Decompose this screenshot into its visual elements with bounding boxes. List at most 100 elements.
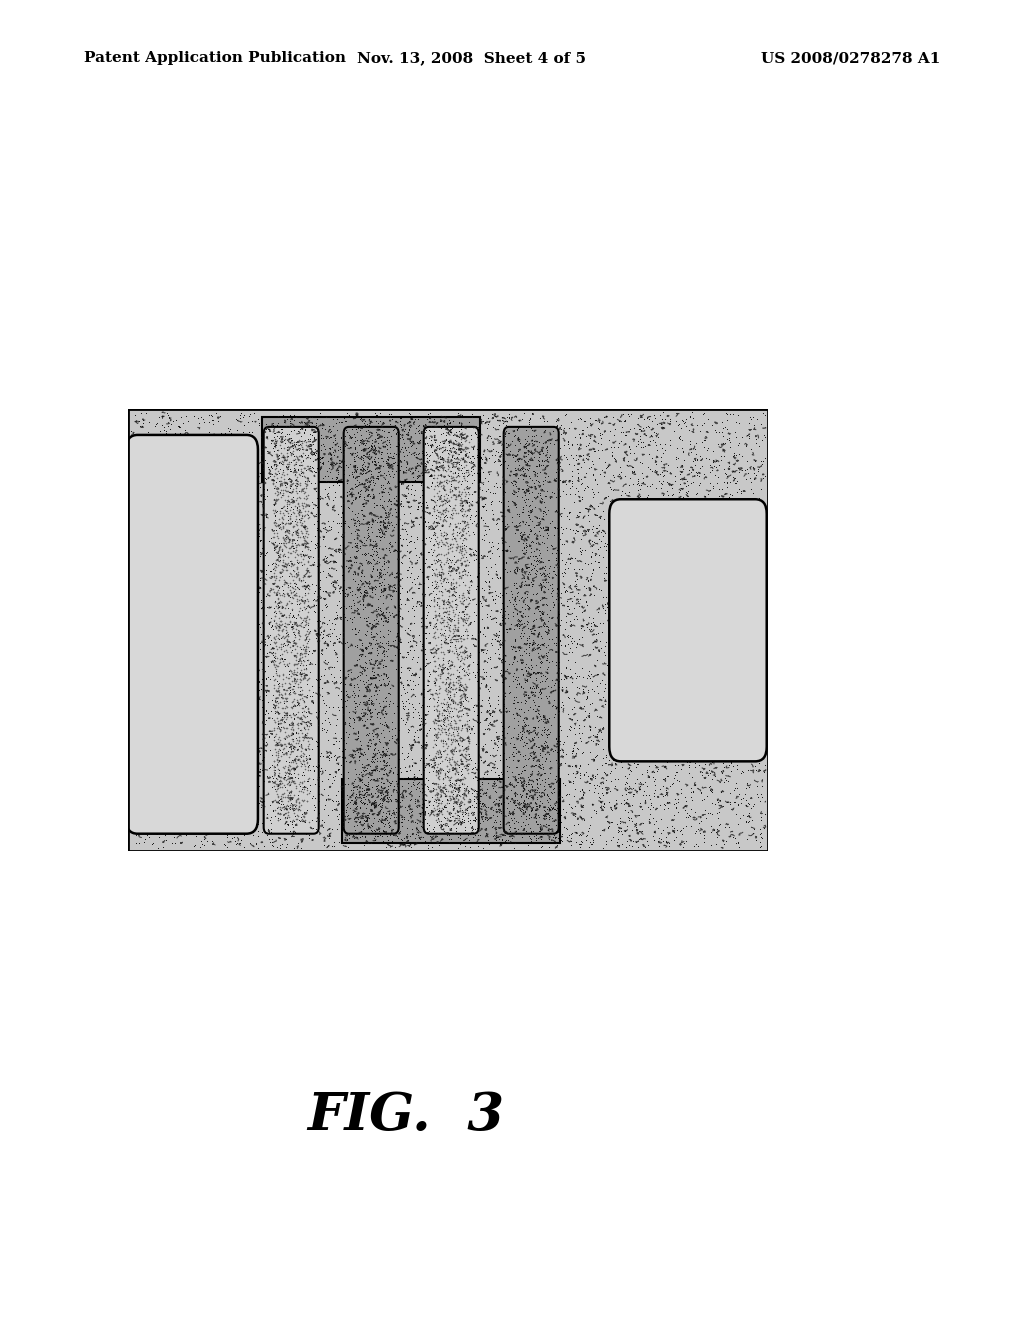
Point — [217, 512, 233, 533]
Point — [644, 704, 660, 725]
Point — [258, 605, 274, 626]
Point — [417, 421, 433, 442]
Point — [198, 540, 214, 561]
Point — [193, 576, 209, 597]
Point — [431, 474, 447, 495]
Point — [426, 642, 442, 663]
Point — [367, 437, 383, 458]
Point — [519, 434, 536, 455]
Point — [507, 785, 523, 807]
Point — [269, 467, 286, 488]
Point — [284, 488, 300, 510]
Point — [298, 446, 314, 467]
Point — [432, 568, 449, 589]
Point — [561, 478, 578, 499]
Point — [650, 544, 667, 565]
Point — [593, 428, 609, 449]
Point — [287, 541, 303, 562]
Point — [421, 465, 437, 486]
Point — [509, 418, 525, 440]
Point — [322, 747, 338, 768]
Point — [312, 665, 329, 686]
Point — [274, 787, 291, 808]
Point — [598, 562, 614, 583]
Point — [441, 440, 458, 461]
Point — [154, 579, 170, 601]
Point — [156, 552, 172, 573]
Point — [665, 718, 681, 739]
Point — [408, 817, 424, 838]
Point — [522, 520, 539, 541]
Point — [415, 826, 431, 847]
Point — [146, 545, 163, 566]
Point — [670, 723, 686, 744]
Point — [638, 748, 654, 770]
Point — [671, 597, 687, 618]
Point — [516, 458, 532, 479]
Point — [649, 511, 666, 532]
Point — [748, 587, 764, 609]
Point — [702, 532, 719, 553]
Point — [270, 528, 287, 549]
Point — [378, 744, 394, 766]
Point — [516, 748, 532, 770]
Point — [217, 710, 233, 731]
Point — [201, 622, 217, 643]
Point — [183, 627, 200, 648]
Point — [501, 818, 517, 840]
Point — [195, 714, 211, 735]
Point — [161, 488, 177, 510]
Point — [271, 739, 288, 760]
Point — [183, 768, 200, 789]
Point — [513, 785, 529, 807]
Point — [647, 599, 664, 620]
Point — [679, 475, 695, 496]
Point — [705, 648, 721, 669]
Point — [508, 496, 524, 517]
Point — [440, 465, 457, 486]
Point — [410, 499, 426, 520]
Point — [496, 689, 512, 710]
Point — [586, 441, 602, 462]
Point — [560, 665, 577, 686]
Point — [525, 748, 542, 770]
Point — [206, 480, 222, 502]
Point — [152, 754, 168, 775]
Point — [635, 516, 651, 537]
Point — [740, 702, 757, 723]
Point — [426, 700, 442, 721]
Point — [447, 421, 464, 442]
Point — [632, 628, 648, 649]
Point — [227, 565, 244, 586]
Point — [703, 727, 720, 748]
Point — [540, 611, 556, 632]
Point — [566, 785, 583, 807]
Point — [702, 622, 719, 643]
Point — [649, 539, 666, 560]
Point — [375, 830, 391, 851]
Point — [360, 523, 377, 544]
Point — [410, 433, 426, 454]
Point — [582, 767, 598, 788]
Point — [613, 632, 630, 653]
Point — [325, 441, 341, 462]
Point — [454, 768, 470, 789]
Point — [653, 626, 670, 647]
Point — [218, 636, 234, 657]
Point — [358, 723, 375, 744]
Point — [675, 607, 691, 628]
Point — [241, 642, 257, 663]
Point — [494, 711, 510, 733]
Point — [446, 685, 463, 706]
Point — [425, 467, 441, 488]
Point — [698, 595, 715, 616]
Point — [133, 593, 150, 614]
Point — [205, 820, 221, 841]
Point — [560, 417, 577, 438]
Point — [438, 781, 455, 803]
Point — [547, 673, 563, 694]
Point — [679, 535, 695, 556]
Point — [725, 612, 741, 634]
Point — [727, 681, 743, 702]
Point — [651, 537, 668, 558]
